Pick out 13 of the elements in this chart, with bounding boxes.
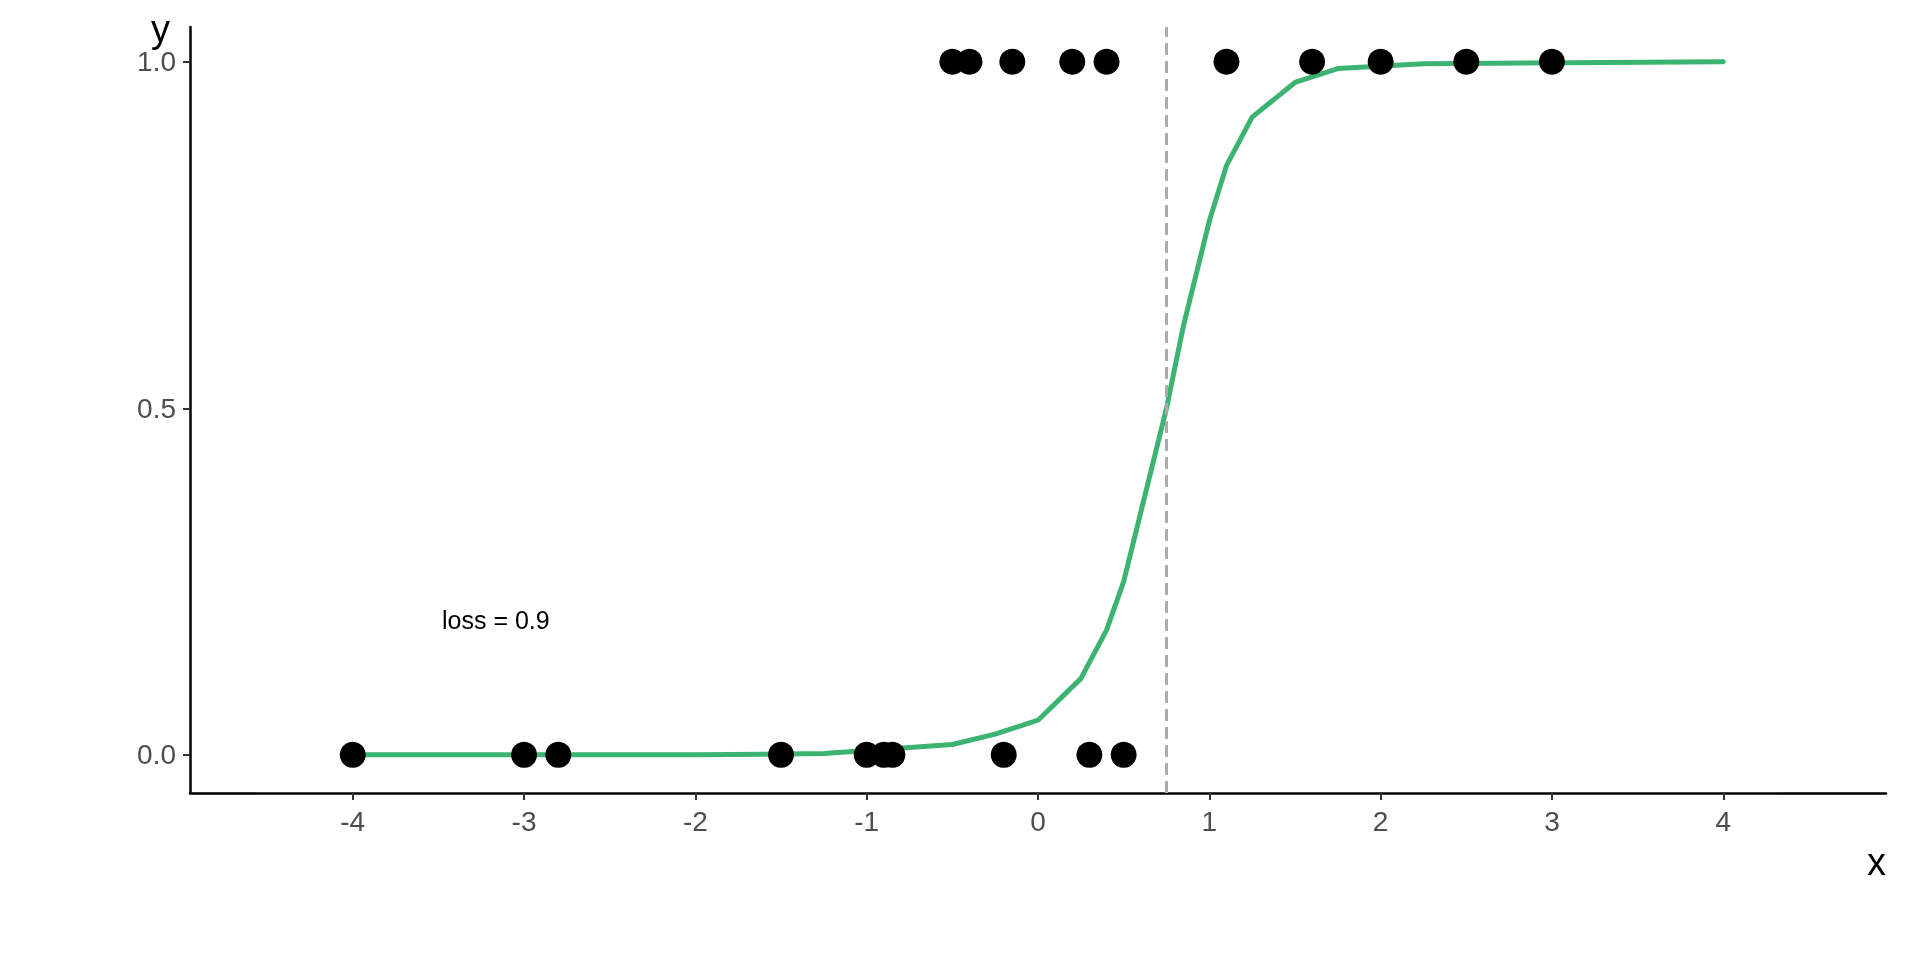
x-tick-label: 2 xyxy=(1372,805,1389,837)
x-tick-label: -4 xyxy=(340,805,366,837)
x-tick-label: 4 xyxy=(1715,805,1732,837)
x-tick-label: -1 xyxy=(854,805,880,837)
y-tick-label: 0.0 xyxy=(137,739,176,771)
x-tick-label: 0 xyxy=(1030,805,1046,837)
x-tick-label: 1 xyxy=(1201,805,1218,837)
x-tick-label: -3 xyxy=(511,805,537,837)
x-tick-label: -2 xyxy=(682,805,708,837)
annotation: loss = 0.9 xyxy=(442,605,550,634)
y-tick-label: 0.5 xyxy=(137,392,176,424)
x-axis-title: x xyxy=(1867,841,1886,883)
x-tick-label: 3 xyxy=(1544,805,1560,837)
